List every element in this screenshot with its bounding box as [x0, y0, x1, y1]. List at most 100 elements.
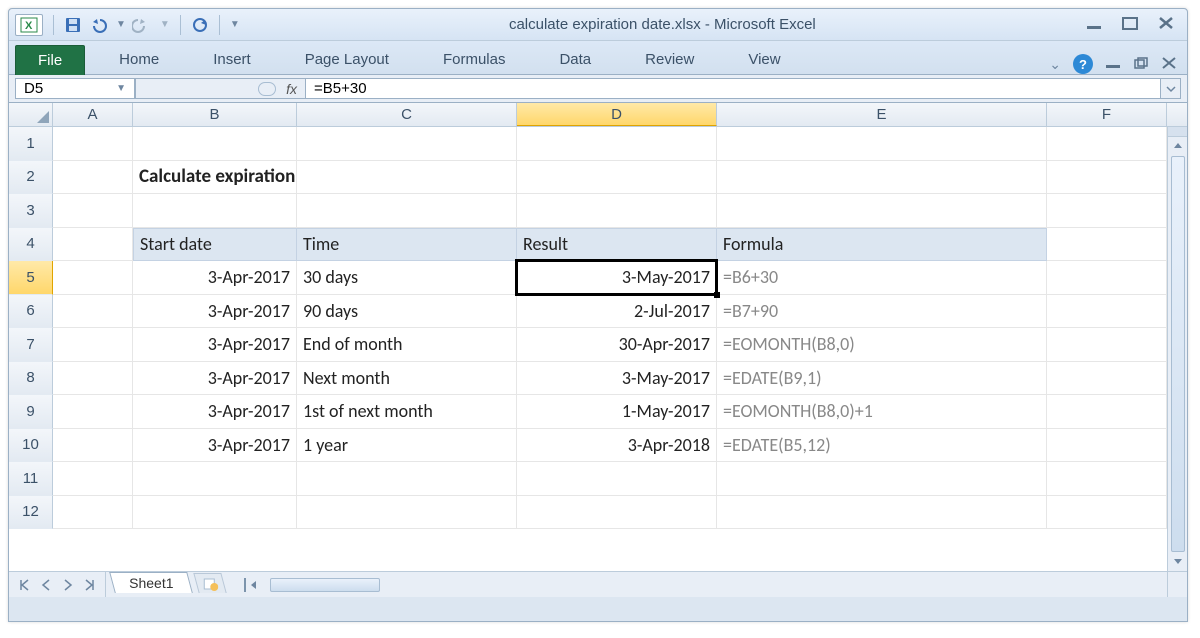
tab-home[interactable]: Home — [119, 45, 159, 74]
scroll-down-icon[interactable] — [1168, 553, 1187, 571]
undo-dropdown-icon[interactable]: ▼ — [116, 19, 126, 30]
cell[interactable] — [297, 127, 517, 161]
ribbon-collapse-icon[interactable]: ⌄ — [1049, 56, 1061, 73]
table-cell[interactable]: 2-Jul-2017 — [517, 295, 717, 329]
cell[interactable] — [517, 161, 717, 195]
col-header-b[interactable]: B — [133, 103, 297, 126]
table-cell[interactable]: =EDATE(B5,12) — [717, 429, 1047, 463]
col-header-e[interactable]: E — [717, 103, 1047, 126]
col-header-d[interactable]: D — [517, 103, 717, 126]
table-cell[interactable]: 1-May-2017 — [517, 395, 717, 429]
new-sheet-icon[interactable] — [194, 573, 227, 593]
undo-icon[interactable] — [88, 16, 110, 34]
cell[interactable] — [1047, 496, 1167, 530]
row-header[interactable]: 7 — [9, 328, 53, 362]
cell[interactable] — [53, 395, 133, 429]
scroll-up-icon[interactable] — [1168, 137, 1187, 155]
last-sheet-icon[interactable] — [79, 575, 101, 595]
cell[interactable] — [1047, 462, 1167, 496]
cancel-entry-icon[interactable] — [258, 82, 276, 96]
cell[interactable] — [1047, 362, 1167, 396]
save-icon[interactable] — [64, 16, 82, 34]
tab-data[interactable]: Data — [559, 45, 591, 74]
cell[interactable] — [53, 496, 133, 530]
table-header[interactable]: Formula — [717, 228, 1047, 262]
scroll-left-icon[interactable] — [244, 576, 264, 594]
cell[interactable] — [53, 194, 133, 228]
tab-view[interactable]: View — [748, 45, 780, 74]
minimize-icon[interactable] — [1085, 16, 1103, 33]
row-header[interactable]: 4 — [9, 228, 53, 262]
table-cell[interactable]: 3-May-2017 — [517, 362, 717, 396]
cell[interactable] — [1047, 127, 1167, 161]
tab-formulas[interactable]: Formulas — [443, 45, 506, 74]
cell[interactable] — [53, 295, 133, 329]
table-cell[interactable]: 90 days — [297, 295, 517, 329]
prev-sheet-icon[interactable] — [35, 575, 57, 595]
name-box-dropdown-icon[interactable]: ▼ — [116, 83, 126, 94]
cell[interactable] — [53, 462, 133, 496]
table-cell[interactable]: 30-Apr-2017 — [517, 328, 717, 362]
table-cell[interactable]: 3-Apr-2017 — [133, 395, 297, 429]
horizontal-scroll-track[interactable] — [244, 576, 1185, 594]
table-cell[interactable]: 3-Apr-2017 — [133, 295, 297, 329]
cell[interactable] — [53, 261, 133, 295]
selected-cell[interactable]: 3-May-2017 — [517, 261, 717, 295]
grid-body[interactable]: 1 2 Calculate expiration date 3 — [9, 127, 1167, 571]
table-cell[interactable]: =EDATE(B9,1) — [717, 362, 1047, 396]
table-cell[interactable]: 30 days — [297, 261, 517, 295]
row-header[interactable]: 11 — [9, 462, 53, 496]
row-header[interactable]: 10 — [9, 429, 53, 463]
col-header-c[interactable]: C — [297, 103, 517, 126]
scroll-thumb[interactable] — [270, 578, 380, 592]
cell[interactable] — [1047, 261, 1167, 295]
cell[interactable] — [517, 194, 717, 228]
doc-minimize-icon[interactable] — [1105, 57, 1121, 72]
cell[interactable] — [717, 496, 1047, 530]
formula-bar-expand-icon[interactable] — [1161, 78, 1181, 99]
tab-page-layout[interactable]: Page Layout — [305, 45, 389, 74]
table-cell[interactable]: 3-Apr-2017 — [133, 429, 297, 463]
help-icon[interactable]: ? — [1073, 54, 1093, 74]
table-header[interactable]: Time — [297, 228, 517, 262]
table-cell[interactable]: 3-Apr-2017 — [133, 328, 297, 362]
scroll-thumb[interactable] — [1171, 156, 1185, 552]
maximize-icon[interactable] — [1121, 16, 1139, 33]
table-cell[interactable]: 1 year — [297, 429, 517, 463]
table-cell[interactable]: End of month — [297, 328, 517, 362]
cell[interactable] — [717, 462, 1047, 496]
cell[interactable] — [133, 194, 297, 228]
cell[interactable] — [1047, 194, 1167, 228]
redo-dropdown-icon[interactable]: ▼ — [160, 19, 170, 30]
cell[interactable] — [297, 496, 517, 530]
cell[interactable] — [717, 194, 1047, 228]
cell[interactable] — [53, 228, 133, 262]
cell[interactable] — [53, 127, 133, 161]
cell[interactable] — [717, 161, 1047, 195]
file-tab[interactable]: File — [15, 45, 85, 75]
split-handle[interactable] — [1168, 127, 1187, 137]
cell[interactable] — [133, 127, 297, 161]
select-all-corner[interactable] — [9, 103, 53, 126]
cell[interactable] — [517, 127, 717, 161]
doc-close-icon[interactable] — [1161, 57, 1177, 72]
table-cell[interactable]: 3-Apr-2018 — [517, 429, 717, 463]
section-title[interactable]: Calculate expiration date — [133, 161, 297, 195]
col-header-a[interactable]: A — [53, 103, 133, 126]
table-header[interactable]: Result — [517, 228, 717, 262]
h-split-handle[interactable] — [244, 578, 246, 592]
table-header[interactable]: Start date — [133, 228, 297, 262]
cell[interactable] — [517, 496, 717, 530]
row-header[interactable]: 9 — [9, 395, 53, 429]
table-cell[interactable]: =B6+30 — [717, 261, 1047, 295]
cell[interactable] — [1047, 161, 1167, 195]
cell[interactable] — [133, 496, 297, 530]
cell[interactable] — [1047, 429, 1167, 463]
first-sheet-icon[interactable] — [13, 575, 35, 595]
row-header[interactable]: 8 — [9, 362, 53, 396]
cell[interactable] — [297, 194, 517, 228]
table-cell[interactable]: 3-Apr-2017 — [133, 362, 297, 396]
qat-customize-icon[interactable]: ▼ — [230, 19, 240, 30]
redo-icon[interactable] — [132, 16, 154, 34]
doc-restore-icon[interactable] — [1133, 57, 1149, 72]
